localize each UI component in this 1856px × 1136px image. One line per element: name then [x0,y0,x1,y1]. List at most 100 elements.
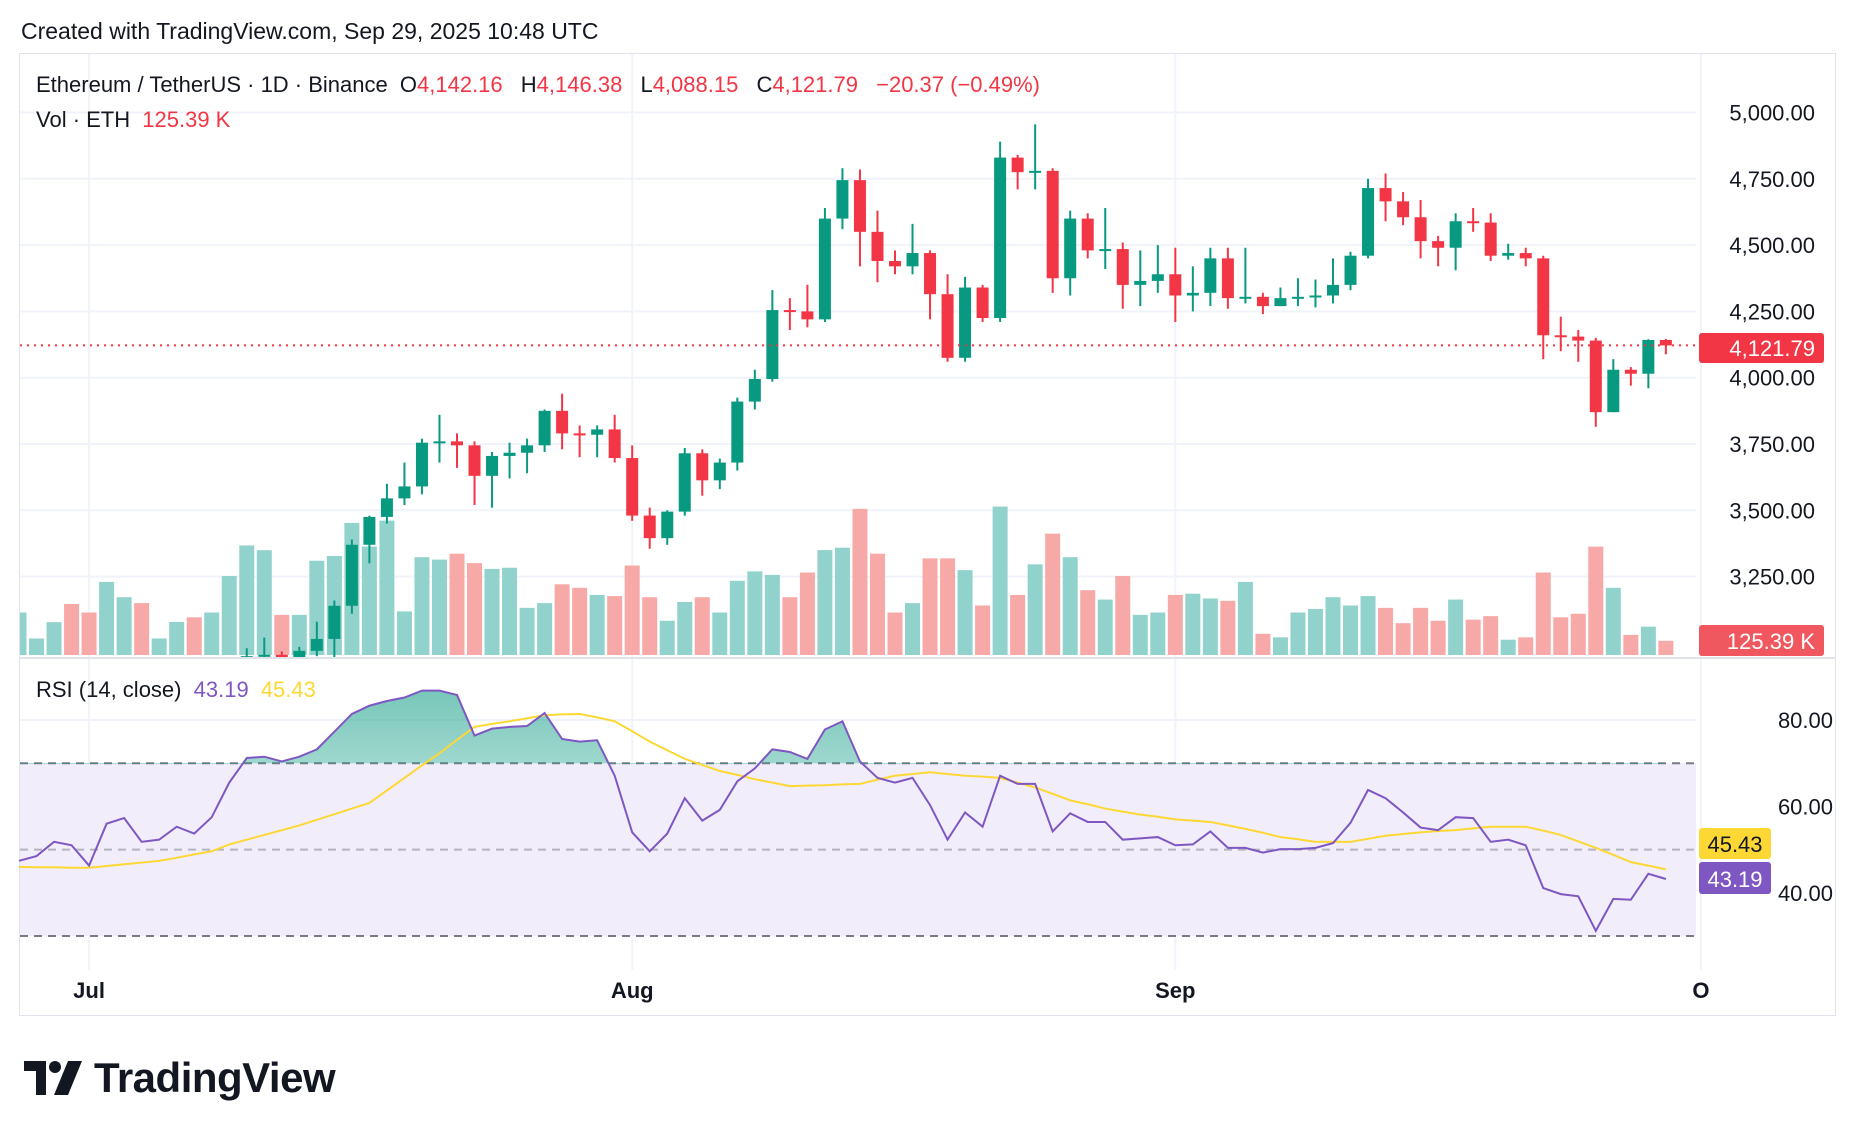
candle [521,438,534,474]
candle-body [1449,221,1462,248]
candle-body [1134,280,1147,285]
rsi-axis[interactable]: 80.00 60.00 40.00 [1778,708,1833,906]
candle [889,250,901,275]
candle [766,290,779,382]
chart-frame [19,53,1836,1016]
candle [1502,243,1515,260]
rsi-label[interactable]: RSI (14, close) [36,677,182,702]
candle [486,451,499,508]
time-axis[interactable]: Jul Aug Sep O [73,978,1709,1003]
candle-body [451,441,463,446]
candle-body [713,462,726,481]
rsi-tick-label: 40.00 [1778,881,1833,906]
volume-bar [1115,576,1131,655]
candle [643,507,656,549]
candle-body [1099,249,1112,252]
price-tick-label: 4,000.00 [1729,366,1815,391]
volume-bar [116,597,132,655]
candle-body [538,410,551,446]
candle [1064,210,1077,296]
price-tick-label: 5,000.00 [1729,101,1815,126]
candle-body [1064,218,1077,279]
candle-body [206,745,218,765]
candle [608,414,621,463]
volume-bar [1132,614,1148,655]
volume-bar [799,572,815,655]
volume-bar [99,581,115,655]
rsi-line [18,689,1667,933]
candle-body [1274,298,1287,307]
low-value: 4,088.15 [652,72,739,97]
price-tick-label: 4,500.00 [1729,233,1815,258]
volume-bar [291,614,307,655]
candle [1256,292,1269,315]
candle-body [433,441,446,444]
volume-bar [1640,626,1656,655]
candle [1572,329,1585,362]
candle-body [1624,369,1637,374]
volume-bar [29,638,45,655]
volume-label[interactable]: Vol · ETH [36,107,131,132]
volume-bar [1220,600,1236,655]
candle-body [818,218,831,320]
candle [994,141,1007,323]
volume-bar [659,620,675,655]
candle [1537,255,1550,360]
volume-bar [1237,581,1253,655]
candle-body [801,311,814,320]
candle-body [1484,222,1497,256]
candle-body [1239,296,1252,299]
candle [1239,247,1252,304]
price-tick-label: 3,500.00 [1729,498,1815,523]
time-tick-label: Jul [73,978,105,1003]
candle [503,442,516,479]
candle-body [1116,249,1129,285]
candle-body [258,654,271,657]
volume-bar [81,612,97,655]
price-tick-label: 4,750.00 [1729,167,1815,192]
volume-bar [519,607,535,655]
price-tick-label: 4,250.00 [1729,299,1815,324]
candle [1397,192,1410,226]
volume-bar [396,611,412,655]
volume-bar [1150,612,1166,655]
candle-body [328,605,341,639]
candle-body [573,433,586,436]
open-label: O [399,72,418,97]
candle-body [1327,284,1339,296]
candle [1659,338,1672,355]
volume-bar [1290,612,1306,655]
candle-body [1537,258,1550,336]
candle [748,369,761,410]
candle-body [941,294,954,358]
volume-bar [379,520,395,655]
candle [1327,258,1339,304]
candle [731,397,744,471]
low-label: L [640,72,653,97]
volume-bar [1307,609,1323,655]
candle-body [731,401,744,463]
symbol-legend: Ethereum / TetherUS · 1D · Binance O4,14… [36,72,1046,98]
rsi-ma-line [18,712,1667,871]
candle [661,510,674,545]
volume-bar [1097,599,1113,655]
price-axis[interactable]: 5,000.00 4,750.00 4,500.00 4,250.00 4,000.00… [1729,101,1815,590]
rsi-tag-text: 43.19 [1707,867,1762,892]
candle [1221,247,1234,309]
candle [240,648,253,657]
symbol-title[interactable]: Ethereum / TetherUS · 1D · Binance [36,72,388,97]
volume-bar [712,612,728,655]
tradingview-logo[interactable]: TradingView [24,1054,336,1102]
rsi-ma-tag: 45.43 [1699,828,1771,859]
candle-body [836,180,849,219]
volume-bar [1535,572,1551,655]
candle [310,621,323,657]
candle [959,276,972,362]
candle-body [1519,253,1532,259]
high-label: H [520,72,537,97]
volume-bar [975,605,991,655]
volume-bar [764,574,780,655]
candle-body [240,656,253,657]
volume-bar [449,553,465,655]
